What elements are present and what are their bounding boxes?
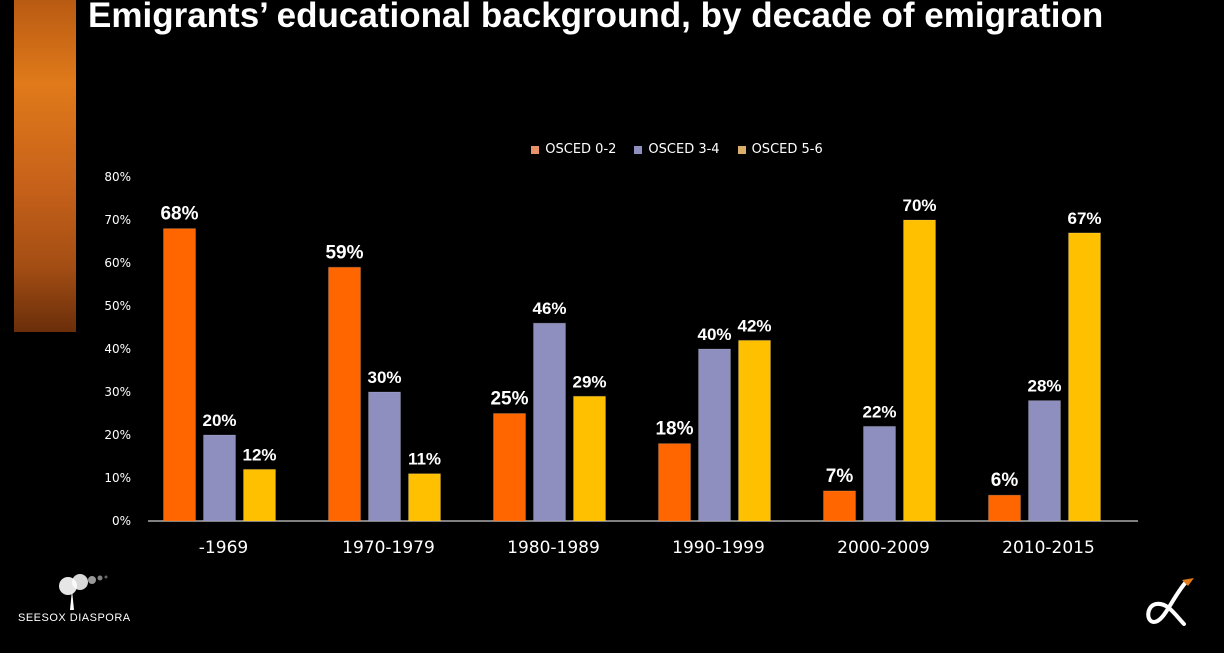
bar: [988, 494, 1021, 522]
bar: [368, 391, 401, 522]
y-tick-label: 10%: [104, 471, 131, 485]
data-label: 59%: [325, 242, 363, 263]
data-label: 11%: [408, 450, 441, 469]
bar: [738, 339, 771, 522]
decorative-photo-strip: [14, 0, 76, 332]
bar: [243, 468, 276, 522]
bar: [493, 413, 526, 522]
data-label: 46%: [532, 299, 566, 318]
legend-label-series-2: OSCED 3-4: [648, 142, 720, 157]
legend-label-series-3: OSCED 5-6: [751, 142, 823, 157]
data-label: 42%: [737, 316, 771, 335]
y-tick-label: 20%: [104, 428, 131, 442]
bar: [903, 219, 936, 522]
bar: [408, 473, 441, 522]
bar: [163, 228, 196, 522]
data-label: 30%: [367, 368, 401, 387]
bar: [863, 425, 896, 522]
x-tick-label: 2000-2009: [837, 538, 930, 558]
y-tick-label: 0%: [112, 514, 131, 528]
x-tick-label: 1970-1979: [342, 538, 435, 558]
bar: [328, 266, 361, 522]
alpha-logo-icon: [1142, 576, 1202, 628]
legend-item-series-2: OSCED 3-4: [634, 142, 720, 157]
bar: [1068, 232, 1101, 522]
legend-item-series-3: OSCED 5-6: [737, 142, 823, 157]
bar: [573, 395, 606, 522]
bar: [698, 348, 731, 522]
data-label: 68%: [160, 204, 198, 225]
y-tick-label: 40%: [104, 342, 131, 356]
bar: [533, 322, 566, 522]
bar: [658, 443, 691, 522]
data-label: 40%: [697, 325, 731, 344]
y-tick-label: 60%: [104, 256, 131, 270]
data-label: 22%: [862, 402, 896, 421]
data-label: 28%: [1027, 377, 1061, 396]
bar: [203, 434, 236, 522]
chart-legend: OSCED 0-2 OSCED 3-4 OSCED 5-6: [0, 142, 1224, 157]
data-label: 12%: [242, 445, 276, 464]
legend-label-series-1: OSCED 0-2: [545, 142, 617, 157]
brand-text-left: SEESOX DIASPORA: [18, 612, 131, 624]
legend-swatch-series-2: [634, 145, 643, 154]
data-label: 6%: [991, 470, 1019, 491]
x-tick-label: -1969: [199, 538, 248, 558]
data-label: 29%: [572, 372, 606, 391]
legend-swatch-series-3: [737, 145, 746, 154]
tree-icon: [59, 574, 108, 610]
x-tick-label: 1990-1999: [672, 538, 765, 558]
data-label: 20%: [202, 411, 236, 430]
bar: [823, 490, 856, 522]
data-label: 7%: [826, 466, 854, 487]
x-tick-label: 2010-2015: [1002, 538, 1095, 558]
data-label: 18%: [655, 419, 693, 440]
y-tick-label: 80%: [104, 170, 131, 184]
legend-item-series-1: OSCED 0-2: [401, 142, 616, 157]
page-title: Emigrants’ educational background, by de…: [88, 0, 1104, 35]
bar: [1028, 400, 1061, 522]
data-label: 67%: [1067, 209, 1101, 228]
data-label: 25%: [490, 389, 528, 410]
seesox-diaspora-logo: SEESOX DIASPORA: [18, 572, 148, 632]
x-tick-label: 1980-1989: [507, 538, 600, 558]
y-tick-label: 70%: [104, 213, 131, 227]
y-tick-label: 30%: [104, 385, 131, 399]
y-tick-label: 50%: [104, 299, 131, 313]
data-label: 70%: [902, 196, 936, 215]
legend-swatch-series-1: [531, 145, 540, 154]
